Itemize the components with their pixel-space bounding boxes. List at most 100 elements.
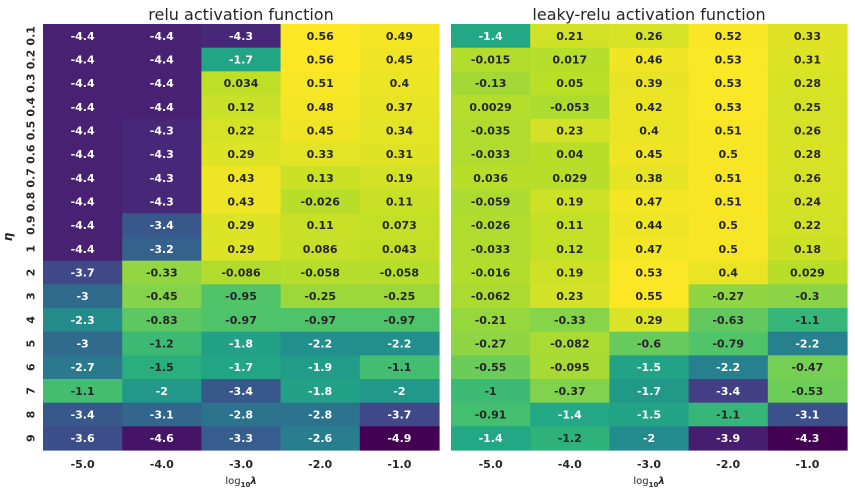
heatmap-cell: [609, 24, 690, 49]
cell-value-label: 0.33: [794, 30, 821, 43]
cell-value-label: -4.4: [71, 30, 95, 43]
heatmap-cell: [688, 142, 769, 167]
heatmap-cells-relu: -4.4 -4.4 -4.3 0.56 0.49 -4.4 -4.4 -1.7 0.56 0.45…: [43, 24, 440, 451]
y-tick-label: 0.5: [25, 121, 38, 141]
cell-value-label: 0.19: [386, 172, 413, 185]
heatmap-cell: [201, 118, 282, 143]
heatmap-cell: [609, 166, 690, 191]
heatmap-cell: [451, 331, 531, 356]
heatmap-cell: [359, 308, 440, 333]
y-axis-label: η: [1, 232, 15, 241]
cell-value-label: 0.043: [382, 243, 417, 256]
cell-value-label: 0.22: [794, 219, 821, 232]
x-axis-label-leaky-relu-log: log: [633, 476, 648, 487]
cell-value-label: 0.29: [635, 314, 662, 327]
cell-value-label: -0.97: [384, 314, 416, 327]
heatmap-cell: [530, 118, 610, 143]
heatmap-cell: [451, 260, 531, 285]
y-tick-label: 3: [25, 292, 38, 300]
y-tick-label: 0.9: [25, 215, 38, 235]
heatmap-cell: [609, 189, 690, 214]
cell-value-label: 0.43: [227, 196, 254, 209]
heatmap-cell: [609, 379, 690, 404]
cell-value-label: -1.5: [150, 361, 174, 374]
heatmap-cell: [451, 402, 531, 427]
heatmap-cell: [43, 71, 123, 96]
heatmap-cell: [359, 189, 440, 214]
heatmap-cell: [767, 284, 848, 309]
cell-value-label: 0.12: [556, 243, 583, 256]
cell-value-label: 0.29: [227, 148, 254, 161]
heatmap-cell: [201, 331, 282, 356]
cell-value-label: 0.11: [386, 196, 413, 209]
heatmap-cell: [767, 426, 848, 451]
heatmap-cell: [201, 95, 282, 120]
heatmap-cell: [530, 331, 610, 356]
heatmap-cell: [201, 379, 282, 404]
cell-value-label: -0.035: [471, 125, 510, 138]
heatmap-cell: [530, 284, 610, 309]
heatmap-cell: [451, 355, 531, 380]
heatmap-cell: [359, 166, 440, 191]
cell-value-label: 0.56: [307, 30, 334, 43]
cell-value-label: -0.55: [475, 361, 507, 374]
heatmap-cell: [122, 284, 202, 309]
heatmap-cell: [43, 260, 123, 285]
cell-value-label: 0.53: [715, 54, 742, 67]
heatmap-cell: [359, 260, 440, 285]
heatmap-cell: [767, 71, 848, 96]
cell-value-label: -0.27: [475, 338, 507, 351]
cell-value-label: -2: [393, 385, 405, 398]
cell-value-label: -0.25: [304, 290, 336, 303]
cell-value-label: 0.28: [794, 77, 821, 90]
heatmap-cell: [451, 189, 531, 214]
cell-value-label: -2.2: [387, 338, 411, 351]
heatmap-cell: [530, 142, 610, 167]
heatmap-cell: [359, 237, 440, 262]
x-axis-label-leaky-relu: log10λ: [633, 476, 664, 489]
heatmap-cell: [201, 166, 282, 191]
heatmap-cell: [122, 402, 202, 427]
heatmap-cell: [688, 213, 769, 238]
cell-value-label: 0.029: [552, 172, 587, 185]
heatmap-cell: [43, 142, 123, 167]
cell-value-label: -4.4: [150, 77, 174, 90]
heatmap-cell: [530, 71, 610, 96]
heatmap-cell: [688, 379, 769, 404]
x-tick-label: -5.0: [71, 458, 95, 471]
heatmap-cell: [767, 118, 848, 143]
cell-value-label: 0.5: [718, 148, 738, 161]
cell-value-label: 0.31: [794, 54, 821, 67]
heatmap-cell: [609, 237, 690, 262]
heatmap-cell: [530, 426, 610, 451]
heatmap-cell: [451, 71, 531, 96]
cell-value-label: -0.062: [471, 290, 510, 303]
cell-value-label: -0.053: [550, 101, 589, 114]
y-tick-label: 0.3: [25, 73, 38, 93]
cell-value-label: 0.39: [635, 77, 662, 90]
heatmap-cell: [280, 47, 361, 72]
cell-value-label: -2: [156, 385, 168, 398]
heatmap-cell: [359, 213, 440, 238]
cell-value-label: -1.9: [308, 361, 332, 374]
heatmap-cell: [201, 308, 282, 333]
cell-value-label: 0.51: [307, 77, 334, 90]
heatmap-cell: [688, 426, 769, 451]
cell-value-label: -0.79: [712, 338, 744, 351]
cell-value-label: -4.3: [150, 125, 174, 138]
cell-value-label: -0.033: [471, 243, 510, 256]
cell-value-label: 0.49: [386, 30, 413, 43]
x-tick-label: -3.0: [229, 458, 253, 471]
cell-value-label: -3.7: [387, 409, 411, 422]
heatmap-cell: [609, 213, 690, 238]
heatmap-cell: [609, 47, 690, 72]
heatmap-cell: [201, 426, 282, 451]
cell-value-label: 0.073: [382, 219, 417, 232]
cell-value-label: -2.7: [71, 361, 95, 374]
heatmap-cell: [688, 308, 769, 333]
chart-title-leaky-relu: leaky-relu activation function: [532, 5, 765, 24]
heatmap-cell: [688, 189, 769, 214]
heatmap-cell: [688, 284, 769, 309]
heatmap-cell: [359, 284, 440, 309]
cell-value-label: 0.4: [390, 77, 410, 90]
